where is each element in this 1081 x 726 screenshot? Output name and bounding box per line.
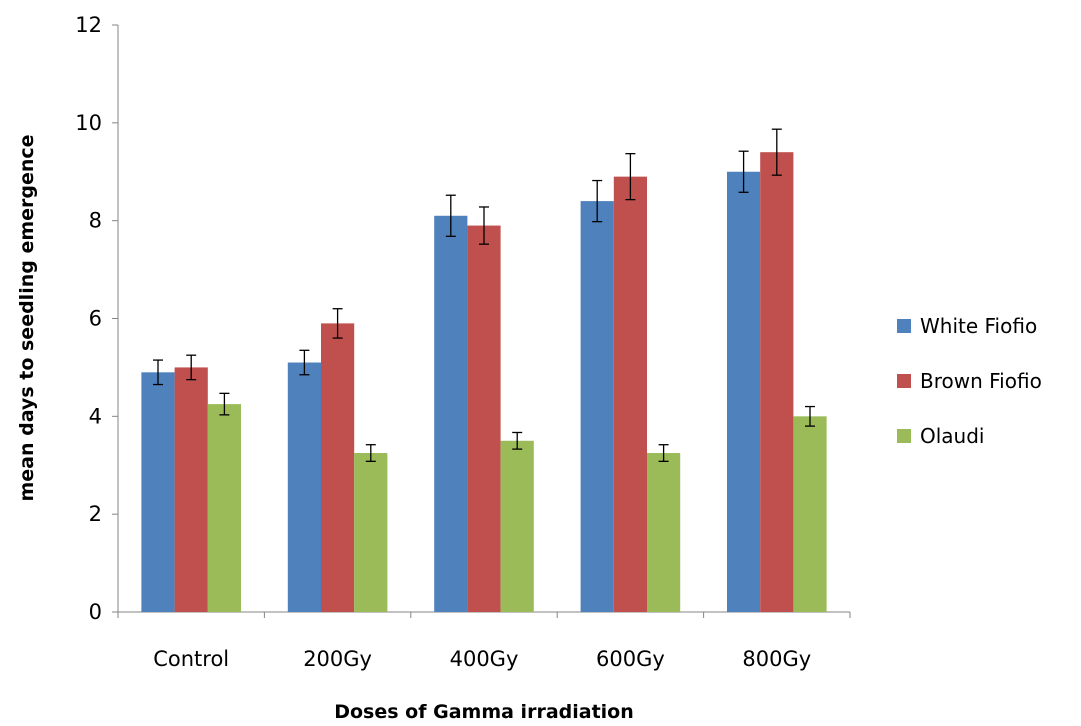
y-tick-label: 2: [89, 502, 102, 526]
bar: [467, 225, 501, 612]
x-tick-label: Control: [153, 647, 229, 671]
bar: [354, 453, 388, 612]
bar: [726, 171, 761, 612]
bar: [287, 362, 321, 612]
y-tick-label: 12: [75, 13, 102, 37]
x-tick-label: 800Gy: [742, 647, 811, 671]
x-tick-label: 200Gy: [303, 647, 372, 671]
x-axis-title: Doses of Gamma irradiation: [334, 701, 634, 723]
bar: [580, 201, 614, 612]
legend-swatch: [897, 319, 911, 333]
y-axis: 0 2 4 6 8 10 12: [75, 13, 119, 624]
bar: [500, 440, 534, 612]
x-tick-label: 600Gy: [596, 647, 665, 671]
legend: White Fiofio Brown Fiofio Olaudi: [897, 314, 1042, 448]
y-tick-label: 0: [89, 600, 102, 624]
bar: [174, 367, 208, 612]
bar: [647, 453, 681, 612]
bar: [434, 215, 468, 612]
legend-swatch: [897, 374, 911, 388]
bars: [141, 152, 827, 612]
y-axis-title: mean days to seedling emergence: [16, 134, 38, 501]
legend-label: White Fiofio: [920, 314, 1037, 338]
y-tick-label: 8: [89, 209, 102, 233]
y-tick-label: 4: [89, 404, 102, 428]
y-axis-ticks: 0 2 4 6 8 10 12: [75, 13, 118, 624]
legend-label: Brown Fiofio: [920, 369, 1042, 393]
bar: [760, 152, 794, 612]
bar: [141, 372, 175, 612]
x-axis: Control 200Gy 400Gy 600Gy 800Gy: [117, 611, 851, 671]
legend-label: Olaudi: [920, 424, 984, 448]
error-bars: [152, 128, 816, 462]
bar: [793, 416, 827, 612]
x-axis-ticks: Control 200Gy 400Gy 600Gy 800Gy: [117, 612, 851, 671]
y-tick-label: 10: [75, 111, 102, 135]
y-tick-label: 6: [89, 307, 102, 331]
legend-swatch: [897, 429, 911, 443]
bar: [320, 323, 355, 612]
bar: [207, 404, 242, 612]
x-tick-label: 400Gy: [450, 647, 519, 671]
bar: [613, 176, 648, 612]
